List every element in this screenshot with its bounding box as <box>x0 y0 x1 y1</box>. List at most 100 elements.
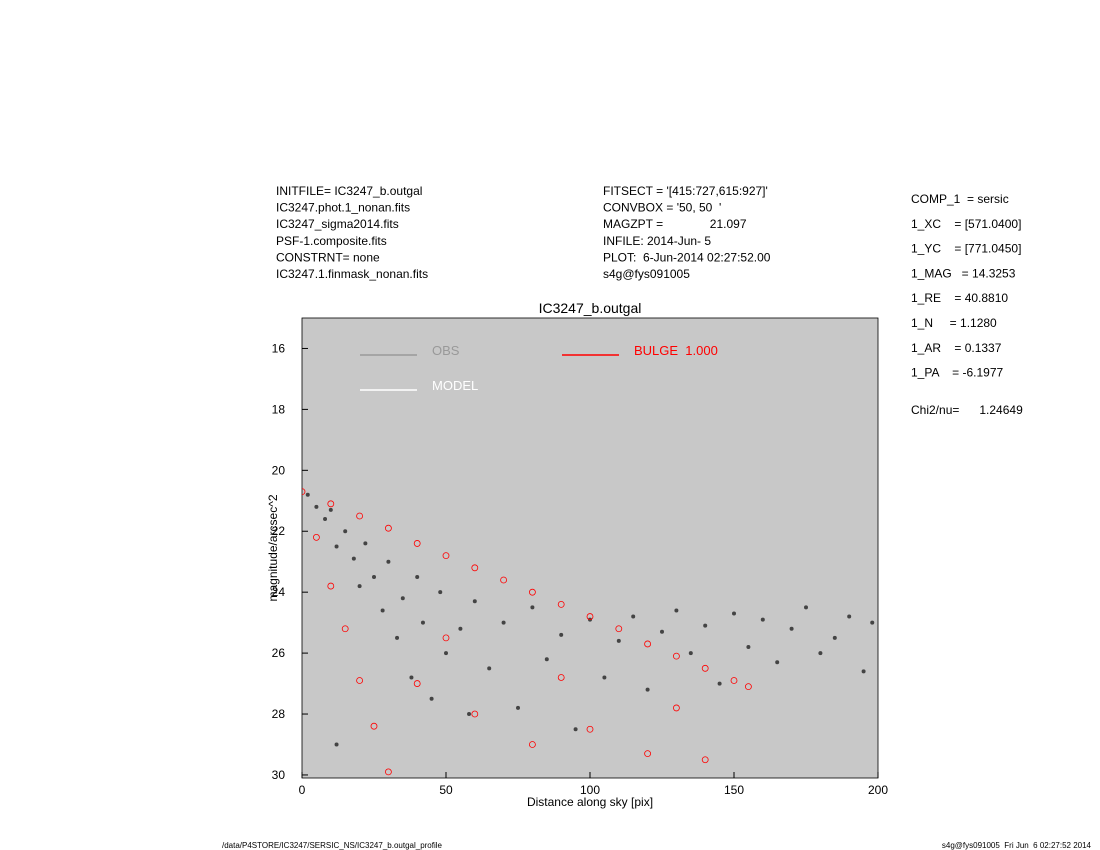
param-line: Chi2/nu= 1.24649 <box>911 403 1023 417</box>
y-tick-label: 22 <box>272 524 286 538</box>
point <box>730 677 738 684</box>
param-line: 1_N = 1.1280 <box>911 316 997 330</box>
point <box>701 664 709 672</box>
point <box>804 605 808 610</box>
point <box>745 683 752 691</box>
point <box>732 611 736 616</box>
x-tick-label: 150 <box>724 783 744 797</box>
header-line: INFILE: 2014-Jun- 5 <box>603 234 711 248</box>
point <box>516 705 520 710</box>
x-axis-label: Distance along sky [pix] <box>527 795 653 809</box>
point <box>356 512 364 520</box>
point <box>717 681 722 686</box>
plot-area <box>301 317 879 779</box>
header-line: MAGZPT = 21.097 <box>603 217 747 231</box>
point <box>501 620 506 625</box>
param-line: 1_MAG = 14.3253 <box>911 266 1016 280</box>
point <box>386 559 391 564</box>
y-tick-label: 26 <box>272 646 286 660</box>
param-line: 1_AR = 0.1337 <box>911 341 1002 355</box>
point <box>467 712 472 717</box>
point <box>673 652 680 660</box>
point <box>861 669 866 674</box>
param-line: COMP_1 = sersic <box>911 192 1009 206</box>
point <box>586 725 594 733</box>
point <box>557 674 565 681</box>
point <box>305 492 310 497</box>
point <box>409 675 414 680</box>
header-line: CONSTRNT= none <box>276 250 380 264</box>
point <box>413 680 421 687</box>
point <box>471 564 479 572</box>
header-line: PSF-1.composite.fits <box>276 234 387 248</box>
point <box>631 614 636 619</box>
point <box>586 613 594 620</box>
point <box>442 634 450 642</box>
y-axis-label: magnitude/arcsec^2 <box>266 494 280 601</box>
point <box>438 590 443 595</box>
point <box>323 517 328 522</box>
param-line: 1_YC = [771.0450] <box>911 242 1021 256</box>
y-tick-label: 30 <box>272 768 286 782</box>
point <box>327 582 335 590</box>
point <box>384 768 392 776</box>
footer-right: s4g@fys091005 Fri Jun 6 02:27:52 2014 <box>942 841 1092 850</box>
point <box>529 741 536 748</box>
point <box>529 588 536 596</box>
point <box>334 742 339 747</box>
point <box>615 625 623 633</box>
point <box>701 756 709 764</box>
point <box>832 635 837 640</box>
point <box>847 614 852 619</box>
header-line: CONVBOX = '50, 50 ' <box>603 201 721 215</box>
point <box>573 727 578 732</box>
x-tick-label: 200 <box>868 783 888 797</box>
header-line: IC3247_sigma2014.fits <box>276 217 399 231</box>
point <box>442 552 450 560</box>
point <box>420 620 425 625</box>
point <box>616 638 621 643</box>
point <box>395 635 400 640</box>
header-line: FITSECT = '[415:727,615:927]' <box>603 184 768 198</box>
point <box>674 608 679 613</box>
x-tick-label: 50 <box>439 783 453 797</box>
point <box>530 605 535 610</box>
point <box>458 626 463 631</box>
point <box>413 540 421 547</box>
point <box>760 617 765 622</box>
point <box>356 677 364 684</box>
point <box>471 710 479 718</box>
point <box>789 626 794 631</box>
point <box>444 651 448 656</box>
point <box>602 675 607 680</box>
chart-title: IC3247_b.outgal <box>539 300 642 316</box>
point <box>372 574 376 579</box>
legend-label: OBS <box>432 343 460 358</box>
point <box>312 533 320 541</box>
x-tick-label: 100 <box>580 783 600 797</box>
point <box>644 750 651 758</box>
header-line: IC3247.1.finmask_nonan.fits <box>276 267 428 281</box>
point <box>818 651 823 656</box>
point <box>746 645 751 650</box>
point <box>327 500 335 508</box>
footer-left: /data/P4STORE/IC3247/SERSIC_NS/IC3247_b.… <box>222 841 443 850</box>
param-line: 1_PA = -6.1977 <box>911 366 1004 380</box>
point <box>688 651 693 656</box>
point <box>343 529 348 534</box>
point <box>400 596 405 601</box>
y-tick-label: 18 <box>272 402 286 416</box>
points <box>302 488 875 776</box>
point <box>472 599 477 604</box>
point <box>673 704 680 712</box>
y-tick-label: 16 <box>272 341 286 355</box>
y-tick-label: 24 <box>272 585 286 599</box>
param-line: 1_XC = [571.0400] <box>911 217 1021 231</box>
param-line: 1_RE = 40.8810 <box>911 291 1008 305</box>
point <box>351 556 356 561</box>
header-line: PLOT: 6-Jun-2014 02:27:52.00 <box>603 250 771 264</box>
header-line: s4g@fys091005 <box>603 267 690 281</box>
point <box>328 507 333 512</box>
point <box>487 666 492 671</box>
point <box>363 541 368 546</box>
